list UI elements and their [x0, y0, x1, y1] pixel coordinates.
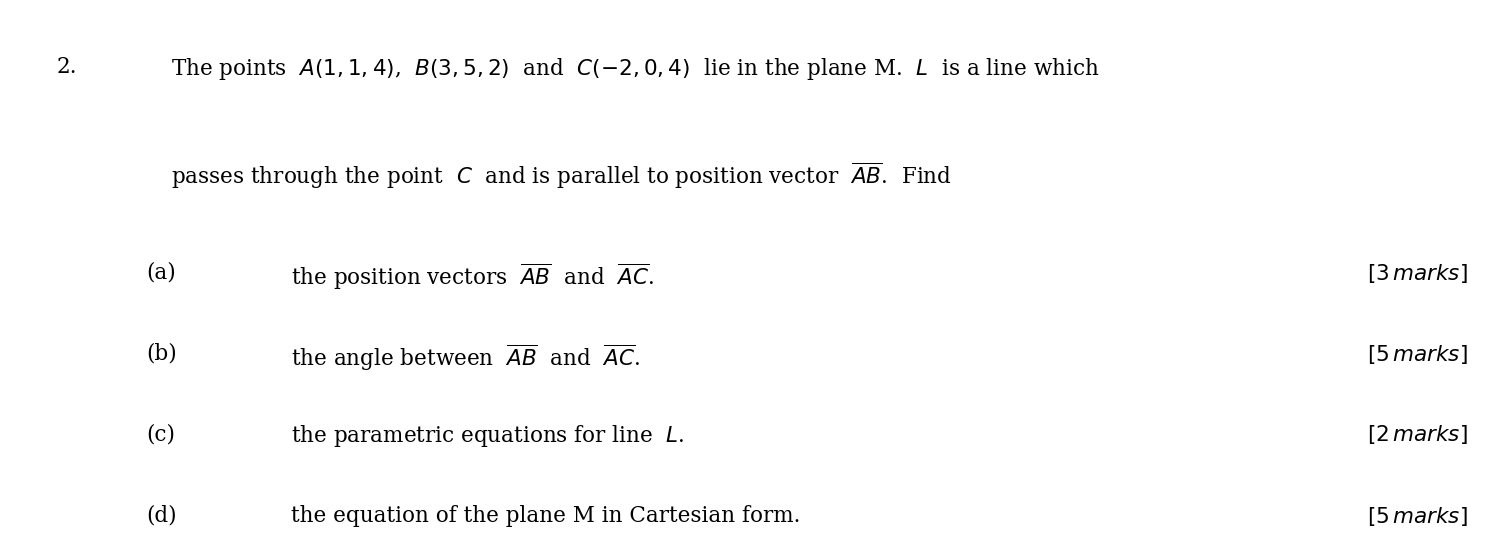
Text: the angle between  $\overline{AB}$  and  $\overline{AC}$.: the angle between $\overline{AB}$ and $\…: [291, 343, 639, 373]
Text: (d): (d): [146, 505, 177, 527]
Text: $[2\,\mathit{marks}]$: $[2\,\mathit{marks}]$: [1366, 423, 1468, 446]
Text: (a): (a): [146, 262, 176, 284]
Text: 2.: 2.: [57, 56, 77, 78]
Text: (b): (b): [146, 343, 177, 365]
Text: (c): (c): [146, 423, 174, 445]
Text: the position vectors  $\overline{AB}$  and  $\overline{AC}$.: the position vectors $\overline{AB}$ and…: [291, 262, 654, 292]
Text: the equation of the plane M in Cartesian form.: the equation of the plane M in Cartesian…: [291, 505, 800, 527]
Text: the parametric equations for line  $L$.: the parametric equations for line $L$.: [291, 423, 684, 450]
Text: $[5\,\mathit{marks}]$: $[5\,\mathit{marks}]$: [1366, 505, 1468, 528]
Text: $[3\,\mathit{marks}]$: $[3\,\mathit{marks}]$: [1366, 262, 1468, 285]
Text: The points  $A(1,1,4)$,  $B(3,5,2)$  and  $C(-2,0,4)$  lie in the plane M.  $L$ : The points $A(1,1,4)$, $B(3,5,2)$ and $C…: [171, 56, 1100, 82]
Text: passes through the point  $C$  and is parallel to position vector  $\overline{AB: passes through the point $C$ and is para…: [171, 160, 952, 191]
Text: $[5\,\mathit{marks}]$: $[5\,\mathit{marks}]$: [1366, 343, 1468, 366]
